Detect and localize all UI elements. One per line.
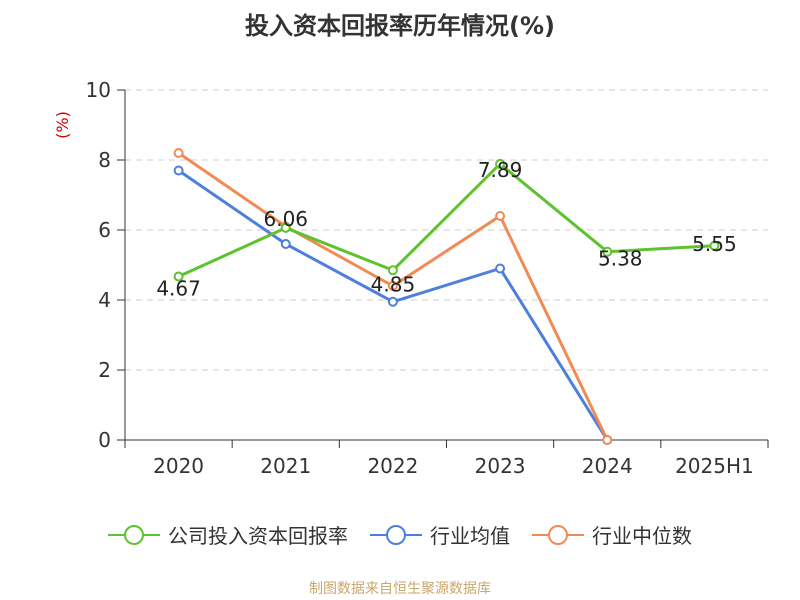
legend-item-1[interactable]: 公司投入资本回报率: [108, 520, 348, 549]
data-point: [173, 271, 184, 282]
data-label: 6.06: [263, 207, 308, 231]
data-point: [387, 265, 398, 276]
data-point: [495, 158, 506, 169]
data-point: [709, 240, 720, 251]
data-point: [495, 263, 506, 274]
x-tick-label: 2021: [260, 454, 311, 478]
data-point: [387, 281, 398, 291]
y-axis-label: (%): [53, 111, 72, 139]
data-point: [280, 222, 291, 233]
series-line-3: [177, 151, 609, 441]
x-tick-label: 2022: [367, 454, 418, 478]
data-label: 5.55: [692, 232, 737, 256]
x-tick-label: 2023: [475, 454, 526, 478]
legend-item-3[interactable]: 行业中位数: [532, 520, 692, 549]
data-point: [602, 246, 613, 257]
series-line-1: [177, 161, 715, 278]
chart-title: 投入资本回报率历年情况(%): [245, 12, 555, 40]
y-tick-label: 8: [98, 148, 111, 172]
y-tick-label: 2: [98, 358, 111, 382]
data-point: [387, 296, 398, 307]
data-label: 7.89: [478, 158, 523, 182]
legend-line-icon: [532, 524, 584, 545]
legend-label: 行业中位数: [592, 524, 692, 548]
legend-line-icon: [370, 524, 422, 545]
y-tick-label: 0: [98, 428, 111, 452]
data-point: [280, 239, 291, 249]
y-tick-label: 6: [98, 218, 111, 242]
legend-label: 公司投入资本回报率: [168, 524, 348, 548]
data-label: 4.85: [371, 272, 416, 296]
data-source-note: 制图数据来自恒生聚源数据库: [309, 581, 491, 597]
legend-line-icon: [108, 524, 160, 545]
chart-legend: 公司投入资本回报率 行业均值 行业中位数: [0, 520, 800, 549]
data-point: [495, 211, 506, 221]
y-tick-label: 4: [98, 288, 111, 312]
data-point: [173, 148, 184, 158]
data-point: [173, 165, 184, 176]
data-label: 4.67: [156, 277, 201, 301]
legend-label: 行业均值: [430, 524, 510, 548]
x-tick-label: 2024: [582, 454, 633, 478]
x-tick-label: 2025H1: [675, 454, 754, 478]
x-tick-label: 2020: [153, 454, 204, 478]
y-tick-label: 10: [86, 78, 111, 102]
data-label: 5.38: [598, 247, 643, 271]
data-point: [602, 435, 613, 445]
legend-item-2[interactable]: 行业均值: [370, 520, 510, 549]
